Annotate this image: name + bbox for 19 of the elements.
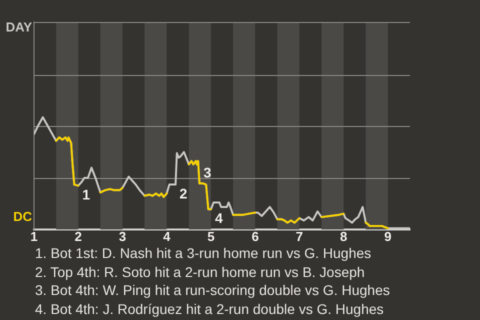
- annotation: 2: [180, 185, 188, 202]
- text: 3. Bot 4th: W. Ping hit a run-scoring double vs G. Hughes: [35, 281, 390, 300]
- x-tick-label: 9: [384, 228, 392, 244]
- text: DAY: [6, 20, 32, 35]
- annotation: 4: [214, 210, 223, 226]
- text: 2. Top 4th: R. Soto hit a 2-run home run vs B. Joseph: [35, 262, 366, 282]
- annotation: 3: [203, 164, 212, 180]
- x-tick-label: 2: [74, 228, 82, 244]
- x-tick-label: 6: [252, 228, 259, 244]
- x-tick-label: 1: [30, 228, 38, 244]
- text: 1. Bot 1st: D. Nash hit a 3-run home run vs G. Hughes: [35, 244, 372, 263]
- x-tick-label: 5: [207, 228, 215, 244]
- x-tick-label: 7: [296, 228, 304, 244]
- text: 4. Bot 4th: J. Rodríguez hit a 2-run double vs G. Hughes: [35, 300, 385, 318]
- x-tick-label: 8: [340, 228, 348, 244]
- x-tick-label: 4: [163, 228, 172, 244]
- text: DC: [13, 208, 33, 224]
- annotation: 1: [82, 186, 90, 203]
- x-tick-label: 3: [118, 228, 126, 244]
